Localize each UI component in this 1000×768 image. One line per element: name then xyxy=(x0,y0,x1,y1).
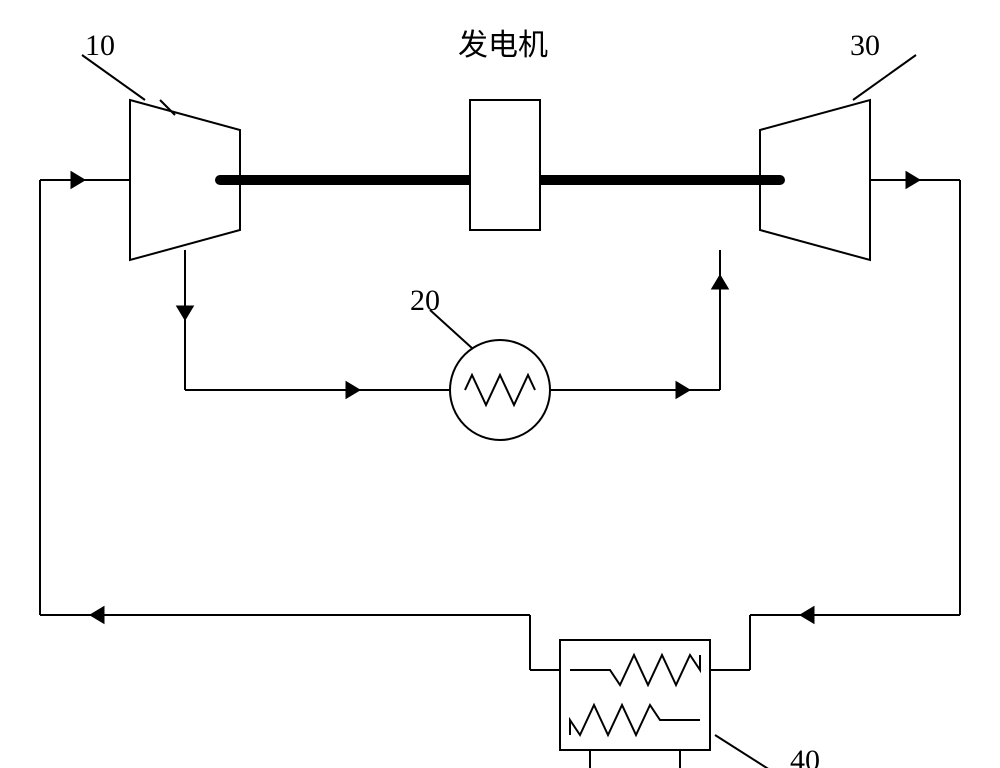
brayton-cycle-diagram: 发电机 10 30 20 40 xyxy=(0,0,1000,768)
label-generator: 发电机 xyxy=(458,29,548,62)
label-30: 30 xyxy=(850,29,880,62)
label-40: 40 xyxy=(790,744,820,768)
label-10: 10 xyxy=(85,29,115,62)
label-20: 20 xyxy=(410,284,440,317)
